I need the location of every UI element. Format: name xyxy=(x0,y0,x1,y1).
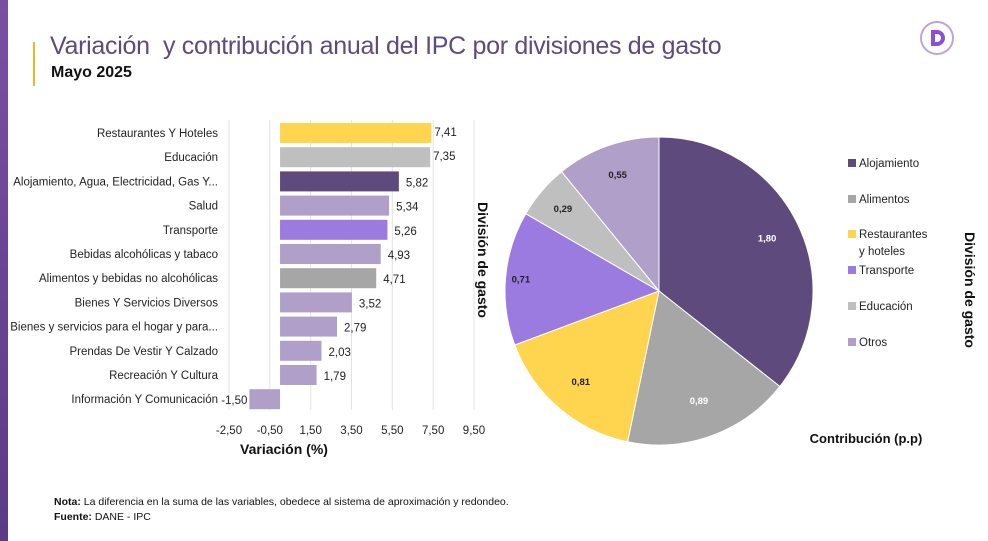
bar xyxy=(280,340,322,361)
y-category-label: Salud xyxy=(189,201,218,213)
legend-swatch xyxy=(848,338,856,346)
legend-swatch xyxy=(848,266,856,274)
legend-entry: Educación xyxy=(859,301,913,313)
legend-entry: Restaurantes y hoteles xyxy=(859,229,928,258)
x-tick-label: 1,50 xyxy=(299,425,321,437)
legend-swatch xyxy=(848,302,856,310)
bar xyxy=(280,219,388,240)
pie-value-label: 0,29 xyxy=(554,204,573,215)
title-accent-line xyxy=(33,42,35,86)
pie-slice xyxy=(504,213,661,346)
dane-logo-icon xyxy=(920,21,954,55)
page-title: Variación y contribución anual del IPC p… xyxy=(50,32,722,60)
y-category-label: Recreación Y Cultura xyxy=(109,370,218,382)
x-tick-label: -2,50 xyxy=(216,425,242,437)
bar xyxy=(280,365,317,385)
page-subtitle: Mayo 2025 xyxy=(51,64,132,81)
y-category-label: Información Y Comunicación xyxy=(71,394,218,406)
bar xyxy=(280,147,431,168)
pie-slice xyxy=(627,290,781,446)
bar-value-label: 1,79 xyxy=(324,371,346,383)
legend-entry-line: Educación xyxy=(859,301,913,313)
bar-value-label: 7,35 xyxy=(433,151,455,163)
pie-y-axis-title: División de gasto xyxy=(962,232,978,348)
bar-value-label: 5,82 xyxy=(406,177,428,189)
x-tick-label: 7,50 xyxy=(422,425,444,437)
legend-swatch xyxy=(848,195,856,203)
bar-value-label: 4,71 xyxy=(383,274,405,286)
bar-value-label: 3,52 xyxy=(359,298,381,310)
y-category-label: Educación xyxy=(164,152,218,164)
y-category-label: Bienes Y Servicios Diversos xyxy=(75,297,219,309)
bar-value-label: 2,03 xyxy=(328,347,350,359)
note-text: La diferencia en la suma de las variable… xyxy=(80,496,509,508)
y-category-label: Alimentos y bebidas no alcohólicas xyxy=(39,273,218,285)
bar xyxy=(280,195,390,216)
legend-entry: Otros xyxy=(859,337,887,349)
y-category-label: Bienes y servicios para el hogar y para.… xyxy=(10,322,218,334)
bar-value-label: -1,50 xyxy=(221,395,247,407)
bar xyxy=(280,244,381,264)
bar-value-label: 5,26 xyxy=(394,226,416,238)
y-category-label: Restaurantes Y Hoteles xyxy=(97,128,218,140)
source-text: DANE - IPC xyxy=(91,511,151,523)
legend-entry-line: Restaurantes xyxy=(859,229,928,241)
legend-entry: Alojamiento xyxy=(859,158,919,170)
y-category-label: Transporte xyxy=(163,225,218,237)
y-axis-title: División de gasto xyxy=(475,202,491,318)
bar xyxy=(280,268,377,289)
pie-slice xyxy=(658,136,814,388)
note-label: Nota: xyxy=(54,496,81,508)
pie-slice xyxy=(560,136,660,293)
x-tick-label: 5,50 xyxy=(381,425,403,437)
x-tick-label: 3,50 xyxy=(340,425,362,437)
pie-value-label: 0,55 xyxy=(608,170,627,181)
bar xyxy=(280,316,338,337)
y-category-label: Bebidas alcohólicas y tabaco xyxy=(70,249,218,261)
pie-value-label: 1,80 xyxy=(758,234,777,245)
legend-entry: Transporte xyxy=(859,265,914,277)
legend-entry-line: Otros xyxy=(859,337,887,349)
bar xyxy=(280,292,352,313)
x-tick-label: 9,50 xyxy=(463,425,485,437)
legend-swatch xyxy=(848,159,856,167)
legend-entry-line: Transporte xyxy=(859,265,914,277)
pie-slice xyxy=(514,290,660,443)
bar xyxy=(249,389,281,410)
pie-value-label: 0,89 xyxy=(690,396,709,407)
bar-value-label: 2,79 xyxy=(344,323,366,335)
x-tick-label: -0,50 xyxy=(257,425,283,437)
legend-entry-line: y hoteles xyxy=(859,246,905,258)
pie-x-axis-title: Contribución (p.p) xyxy=(810,431,923,446)
pie-value-label: 0,71 xyxy=(512,274,531,285)
legend-swatch xyxy=(848,230,856,238)
source-label: Fuente: xyxy=(54,511,92,523)
legend-entry-line: Alimentos xyxy=(859,194,910,206)
legend-entry-line: Alojamiento xyxy=(859,158,919,170)
legend-entry: Alimentos xyxy=(859,194,910,206)
bar-value-label: 4,93 xyxy=(388,250,410,262)
y-category-label: Prendas De Vestir Y Calzado xyxy=(69,346,218,358)
bar-value-label: 7,41 xyxy=(434,127,456,139)
left-accent-bar xyxy=(0,0,8,541)
pie-value-label: 0,81 xyxy=(572,377,591,388)
bar-value-label: 5,34 xyxy=(396,202,419,214)
bar xyxy=(280,171,399,192)
source: Fuente: DANE - IPC xyxy=(54,511,151,523)
bar xyxy=(280,123,432,143)
y-category-label: Alojamiento, Agua, Electricidad, Gas Y..… xyxy=(13,176,218,188)
footnote: Nota: La diferencia en la suma de las va… xyxy=(54,496,509,508)
x-axis-title: Variación (%) xyxy=(240,441,328,457)
